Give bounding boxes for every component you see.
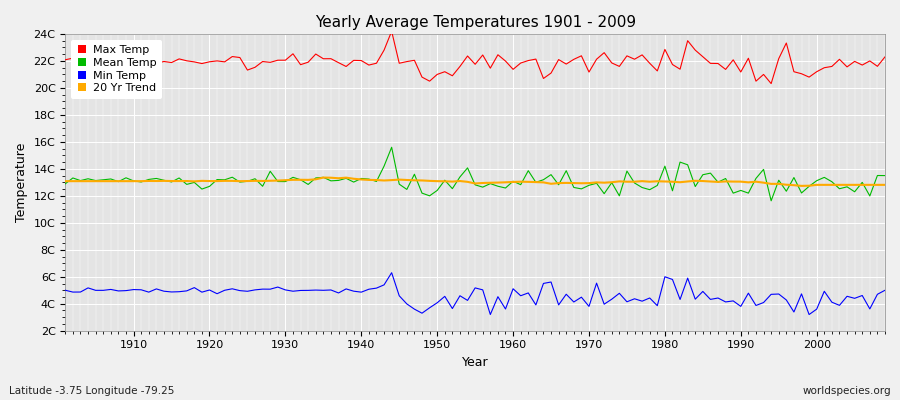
Y-axis label: Temperature: Temperature — [15, 143, 28, 222]
Text: worldspecies.org: worldspecies.org — [803, 386, 891, 396]
X-axis label: Year: Year — [462, 356, 489, 369]
Title: Yearly Average Temperatures 1901 - 2009: Yearly Average Temperatures 1901 - 2009 — [315, 15, 635, 30]
Legend: Max Temp, Mean Temp, Min Temp, 20 Yr Trend: Max Temp, Mean Temp, Min Temp, 20 Yr Tre… — [71, 40, 162, 99]
Text: Latitude -3.75 Longitude -79.25: Latitude -3.75 Longitude -79.25 — [9, 386, 175, 396]
